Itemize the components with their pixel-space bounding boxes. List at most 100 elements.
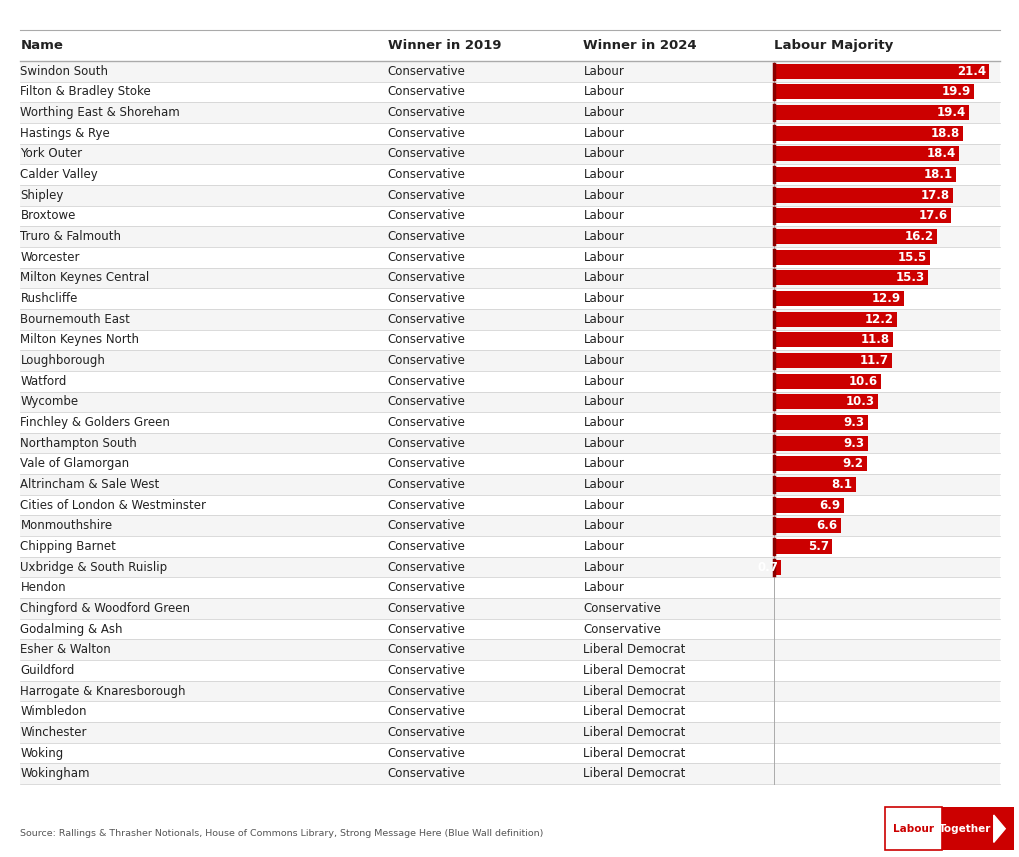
Text: Conservative: Conservative: [387, 478, 465, 491]
Text: Chipping Barnet: Chipping Barnet: [20, 540, 116, 553]
Bar: [773, 84, 973, 99]
Text: 17.6: 17.6: [918, 209, 948, 222]
Text: Liberal Democrat: Liberal Democrat: [583, 664, 685, 677]
Bar: [20, 329, 999, 351]
Text: Labour: Labour: [583, 581, 624, 594]
Text: Conservative: Conservative: [387, 333, 465, 346]
Text: 18.4: 18.4: [926, 147, 956, 160]
Text: Conservative: Conservative: [387, 189, 465, 201]
Text: Labour: Labour: [583, 251, 624, 264]
Text: Shipley: Shipley: [20, 189, 64, 201]
Text: 21.4: 21.4: [957, 64, 985, 78]
Bar: [20, 598, 999, 619]
Bar: [20, 433, 999, 453]
Text: 9.3: 9.3: [843, 437, 864, 450]
Text: Labour: Labour: [583, 519, 624, 532]
Bar: [20, 639, 999, 660]
Bar: [773, 435, 867, 451]
Bar: [20, 61, 999, 81]
Text: 12.9: 12.9: [871, 292, 900, 305]
Text: Liberal Democrat: Liberal Democrat: [583, 746, 685, 759]
Text: Labour: Labour: [583, 86, 624, 99]
Text: Labour Majority: Labour Majority: [773, 39, 893, 52]
Text: 11.7: 11.7: [859, 354, 888, 367]
Bar: [20, 267, 999, 288]
Text: Conservative: Conservative: [387, 375, 465, 387]
Bar: [773, 498, 843, 512]
Bar: [773, 312, 896, 327]
Text: Source: Rallings & Thrasher Notionals, House of Commons Library, Strong Message : Source: Rallings & Thrasher Notionals, H…: [20, 829, 543, 837]
Text: Labour: Labour: [583, 375, 624, 387]
Text: Harrogate & Knaresborough: Harrogate & Knaresborough: [20, 685, 185, 698]
Text: Labour: Labour: [583, 106, 624, 119]
Text: Liberal Democrat: Liberal Democrat: [583, 644, 685, 656]
Text: 6.6: 6.6: [816, 519, 837, 532]
Text: Conservative: Conservative: [387, 705, 465, 718]
Bar: [20, 557, 999, 578]
Bar: [20, 743, 999, 764]
Text: Conservative: Conservative: [387, 644, 465, 656]
Text: 10.6: 10.6: [848, 375, 877, 387]
Bar: [20, 722, 999, 743]
Polygon shape: [993, 815, 1005, 842]
Bar: [20, 474, 999, 494]
Text: 8.1: 8.1: [830, 478, 852, 491]
Text: Labour: Labour: [583, 395, 624, 408]
Bar: [20, 619, 999, 639]
Text: Conservative: Conservative: [387, 602, 465, 615]
Text: Filton & Bradley Stoke: Filton & Bradley Stoke: [20, 86, 151, 99]
Text: Winner in 2019: Winner in 2019: [387, 39, 500, 52]
Bar: [20, 660, 999, 680]
Text: Conservative: Conservative: [387, 64, 465, 78]
Bar: [20, 102, 999, 123]
Text: Watford: Watford: [20, 375, 66, 387]
Text: Chingford & Woodford Green: Chingford & Woodford Green: [20, 602, 191, 615]
Text: Conservative: Conservative: [387, 127, 465, 140]
Text: Labour: Labour: [583, 540, 624, 553]
Bar: [20, 247, 999, 267]
Text: 19.4: 19.4: [936, 106, 965, 119]
Text: Conservative: Conservative: [387, 272, 465, 285]
Bar: [20, 516, 999, 536]
Bar: [773, 291, 903, 306]
Text: Conservative: Conservative: [387, 560, 465, 573]
Text: 10.3: 10.3: [845, 395, 874, 408]
Bar: [20, 206, 999, 226]
Text: Conservative: Conservative: [583, 623, 660, 636]
Bar: [773, 167, 956, 183]
Text: 9.2: 9.2: [842, 458, 863, 470]
Text: Liberal Democrat: Liberal Democrat: [583, 726, 685, 739]
Bar: [20, 226, 999, 247]
Text: 0.7: 0.7: [757, 560, 777, 573]
Bar: [20, 412, 999, 433]
Text: Labour: Labour: [893, 824, 933, 834]
Bar: [20, 81, 999, 102]
Text: Labour: Labour: [583, 313, 624, 326]
Text: Conservative: Conservative: [387, 106, 465, 119]
Bar: [884, 807, 941, 850]
Text: Conservative: Conservative: [387, 209, 465, 222]
Bar: [773, 188, 953, 203]
Text: Conservative: Conservative: [387, 230, 465, 243]
Text: 15.5: 15.5: [897, 251, 926, 264]
Text: Labour: Labour: [583, 333, 624, 346]
Text: Liberal Democrat: Liberal Democrat: [583, 705, 685, 718]
Bar: [773, 270, 927, 285]
Text: Broxtowe: Broxtowe: [20, 209, 75, 222]
Text: Conservative: Conservative: [387, 313, 465, 326]
Text: Winchester: Winchester: [20, 726, 87, 739]
Text: Cities of London & Westminster: Cities of London & Westminster: [20, 499, 206, 512]
Bar: [20, 351, 999, 371]
Text: 11.8: 11.8: [860, 333, 889, 346]
Bar: [773, 476, 855, 492]
Bar: [773, 415, 867, 430]
Bar: [773, 539, 830, 554]
Text: Worcester: Worcester: [20, 251, 79, 264]
Text: 19.9: 19.9: [942, 86, 970, 99]
Text: York Outer: York Outer: [20, 147, 83, 160]
Bar: [773, 353, 891, 369]
Text: Winner in 2024: Winner in 2024: [583, 39, 696, 52]
Text: Wycombe: Wycombe: [20, 395, 78, 408]
Bar: [20, 392, 999, 412]
Bar: [20, 143, 999, 165]
